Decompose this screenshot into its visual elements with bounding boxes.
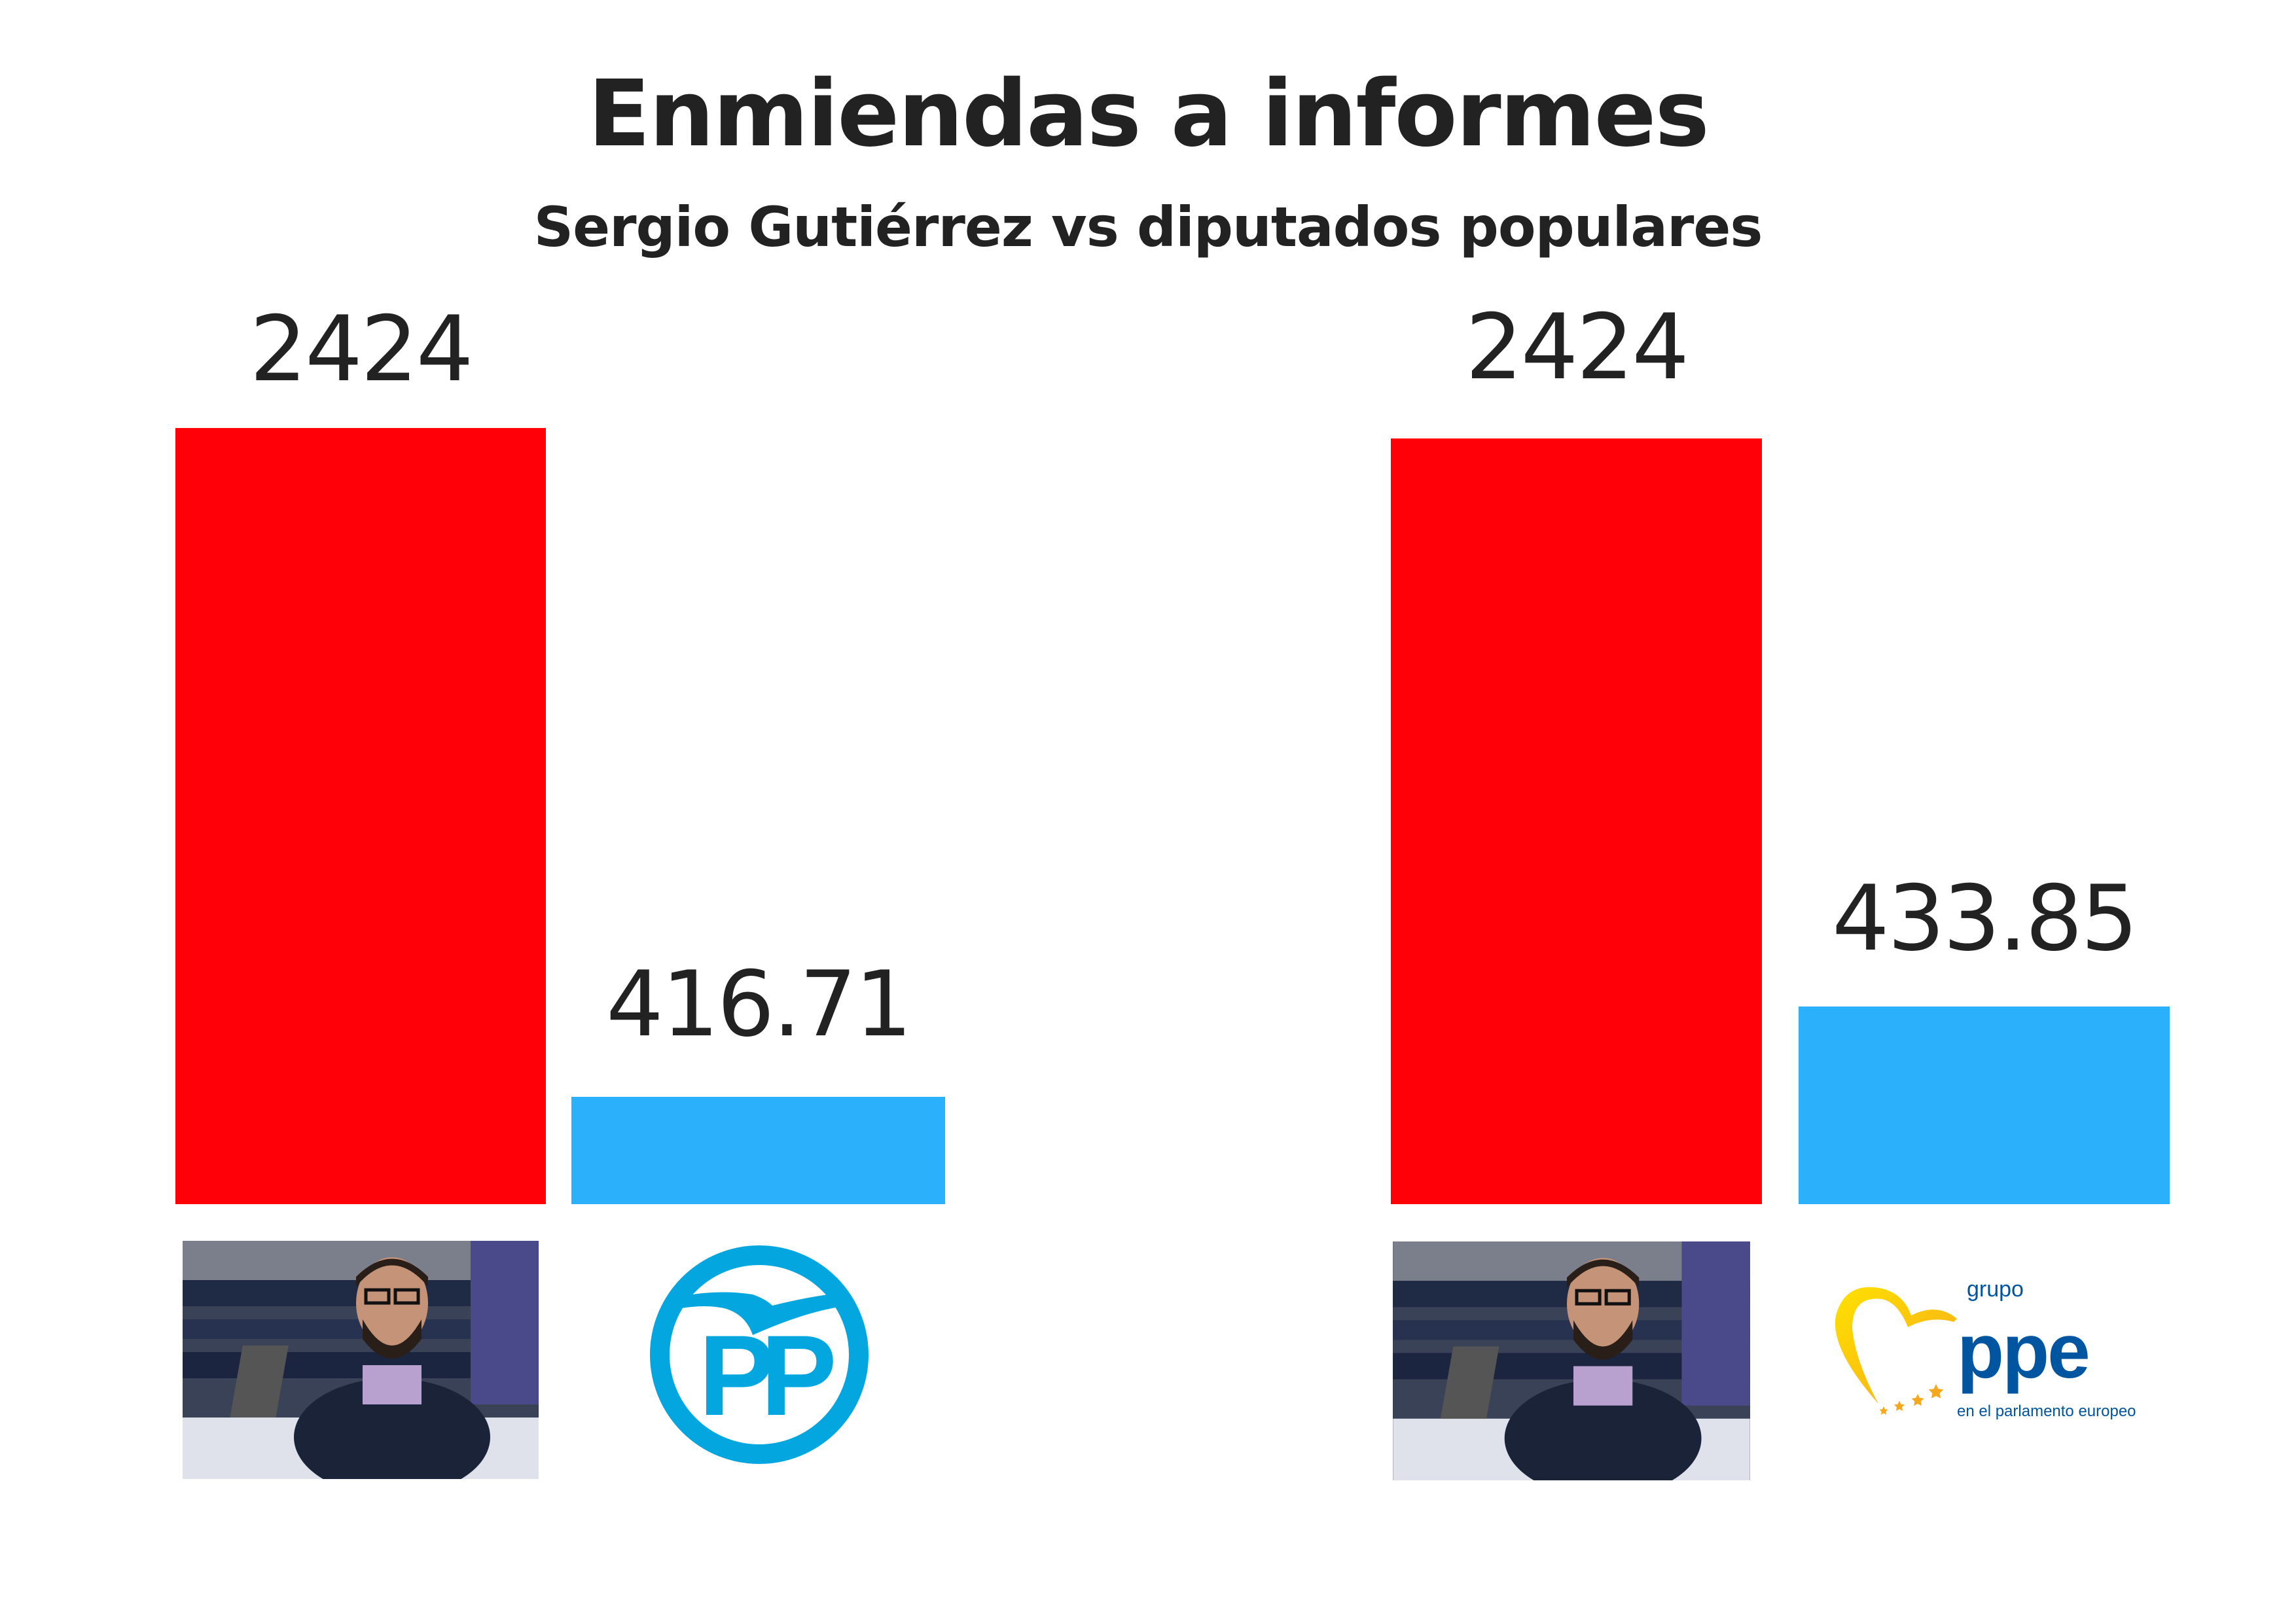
pp-logo-text: PP bbox=[698, 1312, 833, 1440]
value-label-sergio-left: 2424 bbox=[249, 296, 473, 402]
chart-title: Enmiendas a informes bbox=[588, 61, 1710, 168]
ppe-logo-subtitle: en el parlamento europeo bbox=[1957, 1402, 2136, 1420]
bar-pp bbox=[571, 1097, 945, 1204]
value-label-sergio-right: 2424 bbox=[1465, 294, 1689, 400]
photo-sergio-gutierrez-2 bbox=[1393, 1241, 1750, 1480]
ppe-logo-grupo: grupo bbox=[1967, 1277, 2024, 1302]
ppe-logo-main: ppe bbox=[1957, 1308, 2090, 1395]
photo-sergio-gutierrez bbox=[183, 1241, 539, 1479]
pp-logo: PP bbox=[648, 1243, 870, 1466]
chart-subtitle: Sergio Gutiérrez vs diputados populares bbox=[533, 195, 1763, 259]
bar-ppe bbox=[1799, 1007, 2170, 1204]
bar-sergio-right bbox=[1391, 438, 1762, 1204]
value-label-ppe: 433.85 bbox=[1832, 866, 2138, 971]
value-label-pp: 416.71 bbox=[606, 952, 912, 1057]
bar-sergio-left bbox=[175, 428, 546, 1204]
ppe-heart-stars-icon bbox=[1835, 1287, 1957, 1415]
ppe-logo: grupo ppe en el parlamento europeo bbox=[1826, 1276, 2140, 1433]
